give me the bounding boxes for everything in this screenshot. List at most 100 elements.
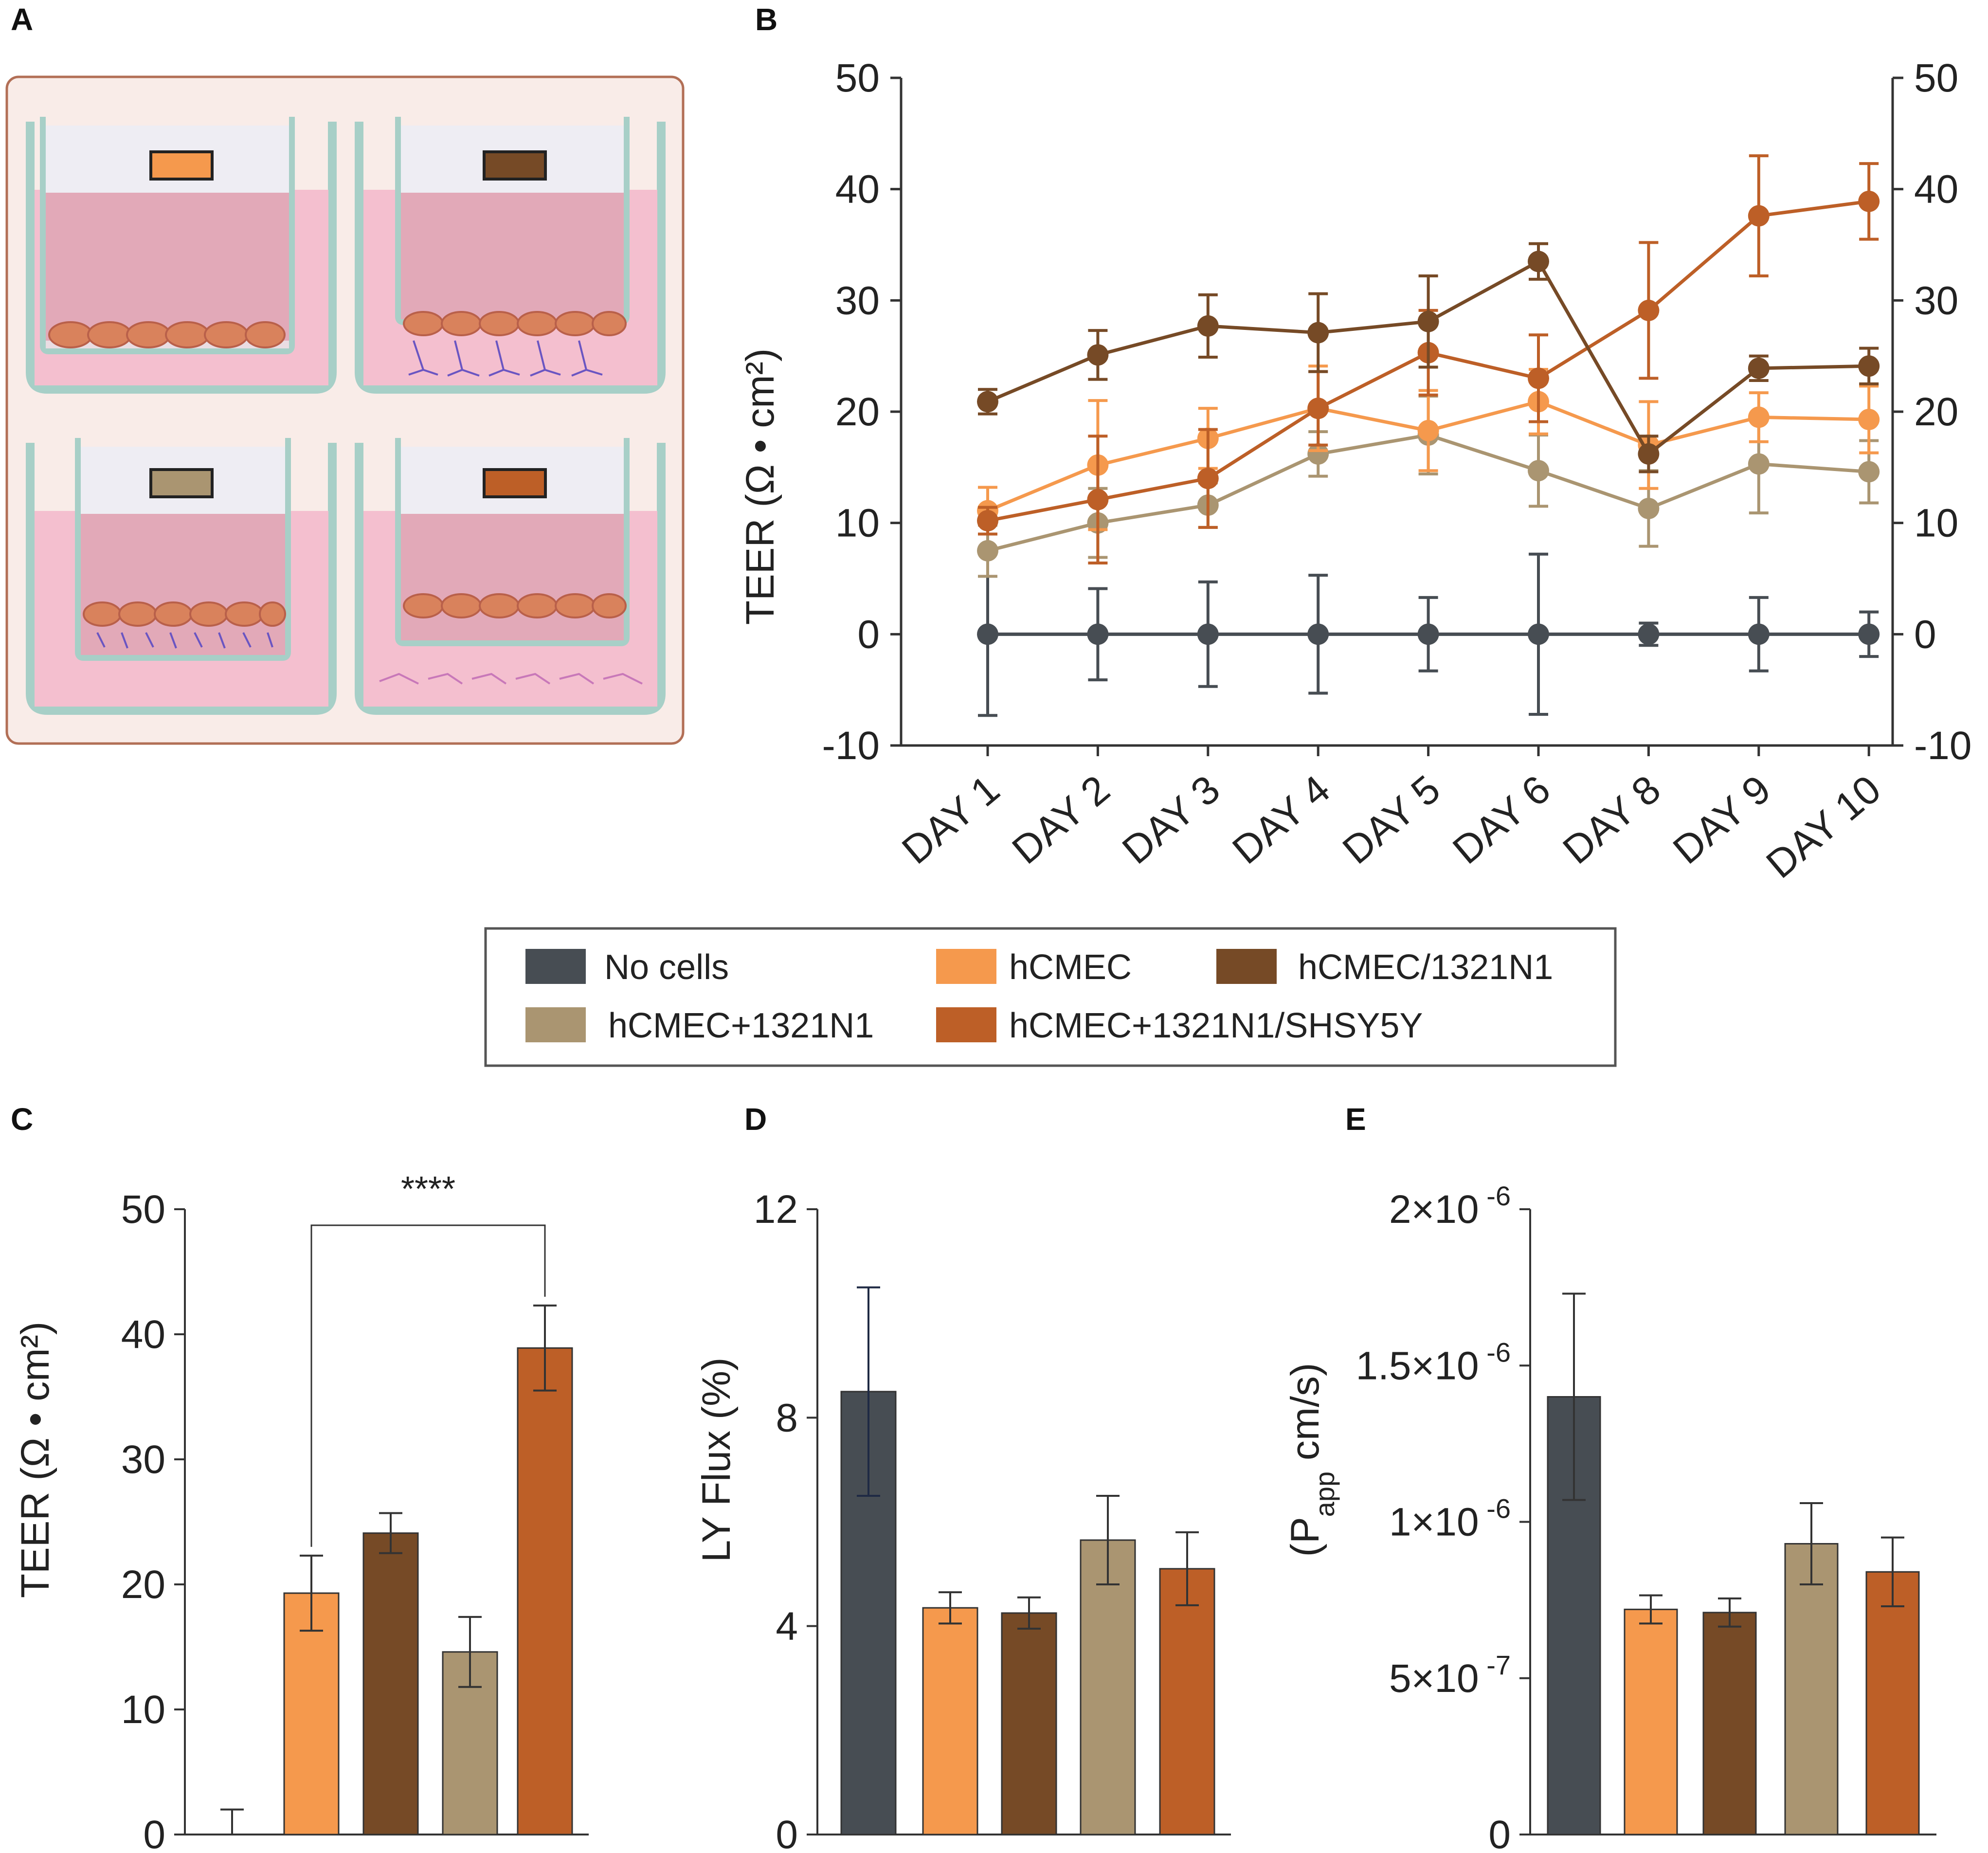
y-tick-label-exponent: -6	[1479, 1493, 1511, 1524]
data-point	[1197, 623, 1219, 645]
data-point	[1638, 623, 1660, 645]
data-point	[1528, 460, 1549, 482]
astrocytes	[408, 340, 603, 377]
data-point	[1528, 623, 1549, 645]
transwell-hcmec	[26, 117, 337, 394]
legend-box	[484, 927, 1617, 1067]
y-tick-label: 12	[754, 1187, 798, 1232]
data-point	[1417, 310, 1439, 332]
teer-line-chart-series	[977, 154, 1880, 717]
papp-bar-chart: (Papp cm/s) 05×10 -71×10 -61.5×10 -62×10…	[1283, 1181, 1936, 1853]
data-point	[977, 391, 998, 413]
y-tick-label-right: -10	[1914, 724, 1972, 768]
x-tick-label: DAY 1	[894, 767, 1008, 872]
bar-hcmec-1321n1-shsy5y	[517, 1347, 573, 1835]
legend-item-hcmec-1321n1: hCMEC/1321N1	[1216, 948, 1553, 987]
bar-hcmec-1321n1	[362, 1532, 419, 1835]
y-tick-label: 0	[776, 1813, 798, 1853]
legend-label: hCMEC/1321N1	[1298, 948, 1553, 987]
legend-label: hCMEC+1321N1	[608, 1006, 874, 1045]
data-point	[1858, 355, 1880, 377]
panel-label-e: E	[1345, 1102, 1366, 1137]
y-tick-label-right: 40	[1914, 167, 1958, 212]
data-point	[1748, 453, 1770, 475]
y-tick-label-left: 50	[835, 56, 880, 100]
bar-hcmec	[1624, 1608, 1678, 1835]
data-point	[1748, 406, 1770, 428]
legend-item-no-cells: No cells	[525, 948, 729, 987]
legend-item-hcmec-plus-1321n1: hCMEC+1321N1	[525, 1006, 874, 1045]
y-tick-label-right: 30	[1914, 278, 1958, 323]
papp-ylabel-sub: app	[1309, 1472, 1340, 1517]
data-point	[977, 623, 998, 645]
y-tick-label-right: 0	[1914, 612, 1936, 656]
panel-label-d: D	[744, 1102, 767, 1137]
bar-hcmec-1321n1	[1001, 1612, 1057, 1835]
panel-label-a: A	[11, 2, 33, 37]
y-tick-label-exponent: -7	[1479, 1650, 1511, 1680]
x-tick-label: DAY 6	[1445, 767, 1558, 872]
x-tick-label: DAY 2	[1004, 767, 1118, 872]
data-point	[1307, 398, 1329, 419]
data-point	[1858, 409, 1880, 431]
series-no-cells	[977, 551, 1880, 717]
legend: No cells hCMEC hCMEC/1321N1 hCMEC+1321N1…	[484, 927, 1617, 1067]
transwell-hcmec-1321n1	[355, 117, 666, 394]
data-point	[1417, 623, 1439, 645]
endothelial-cells	[48, 321, 286, 348]
x-tick-label: DAY 5	[1335, 767, 1448, 872]
significance-label: ****	[401, 1170, 455, 1209]
y-tick-label-left: 0	[857, 612, 880, 656]
y-tick-label-base: 1×10	[1389, 1500, 1479, 1544]
bar-hcmec	[283, 1592, 340, 1835]
y-tick-label-exponent: -6	[1479, 1181, 1511, 1211]
bar-hcmec-1321n1	[1080, 1539, 1136, 1835]
y-tick-label: 0	[1488, 1813, 1511, 1853]
data-point	[1307, 623, 1329, 645]
data-point	[977, 510, 998, 532]
papp-ylabel-rest: cm/s)	[1283, 1363, 1327, 1472]
y-tick-label: 2×10 -6	[1389, 1181, 1511, 1232]
y-tick-label: 1×10 -6	[1389, 1493, 1511, 1544]
teer-bar-chart-ylabel: TEER (Ω • cm²)	[13, 1322, 57, 1598]
significance-bracket	[310, 1224, 546, 1547]
transwell-illustration	[5, 75, 685, 745]
bar-hcmec	[922, 1607, 978, 1835]
papp-bar-chart-ylabel: (Papp cm/s)	[1283, 1363, 1340, 1557]
legend-swatch	[936, 1007, 996, 1042]
legend-item-hcmec: hCMEC	[936, 948, 1132, 987]
bar-hcmec-1321n1-shsy5y	[1865, 1571, 1920, 1835]
y-tick-label: 10	[121, 1688, 165, 1732]
data-point	[1858, 461, 1880, 483]
legend-item-hcmec-plus-1321n1-shsy5y: hCMEC+1321N1/SHSY5Y	[936, 1006, 1423, 1045]
y-tick-label: 0	[143, 1813, 165, 1853]
y-tick-label: 8	[776, 1396, 798, 1440]
y-tick-label-left: 10	[835, 501, 880, 545]
legend-label: hCMEC	[1009, 948, 1132, 987]
data-point	[1858, 190, 1880, 212]
papp-ylabel-main: (P	[1283, 1517, 1327, 1557]
y-tick-label-left: -10	[822, 724, 880, 768]
legend-swatch-hcmec-1321n1	[483, 150, 547, 181]
ly-flux-bar-chart-ylabel: LY Flux (%)	[694, 1358, 739, 1562]
y-tick-label: 4	[776, 1604, 798, 1649]
data-point	[1307, 322, 1329, 344]
y-tick-label-right: 10	[1914, 501, 1958, 545]
transwell-hcmec-plus-1321n1	[26, 438, 337, 715]
x-tick-label: DAY 8	[1555, 767, 1669, 872]
data-point	[1528, 251, 1549, 272]
bar-hcmec-1321n1	[1702, 1612, 1757, 1835]
data-point	[1748, 205, 1770, 227]
legend-label: hCMEC+1321N1/SHSY5Y	[1009, 1006, 1423, 1045]
legend-label: No cells	[604, 948, 729, 987]
bar-hcmec-1321n1	[1784, 1543, 1839, 1835]
neurons	[379, 672, 643, 685]
teer-line-chart-ylabel: TEER (Ω • cm²)	[738, 348, 782, 625]
legend-swatch-hcmec-plus-1321n1	[149, 468, 214, 498]
y-tick-label: 30	[121, 1437, 165, 1482]
y-tick-label-base: 1.5×10	[1356, 1344, 1479, 1388]
data-point	[1528, 367, 1549, 389]
data-point	[1858, 623, 1880, 645]
